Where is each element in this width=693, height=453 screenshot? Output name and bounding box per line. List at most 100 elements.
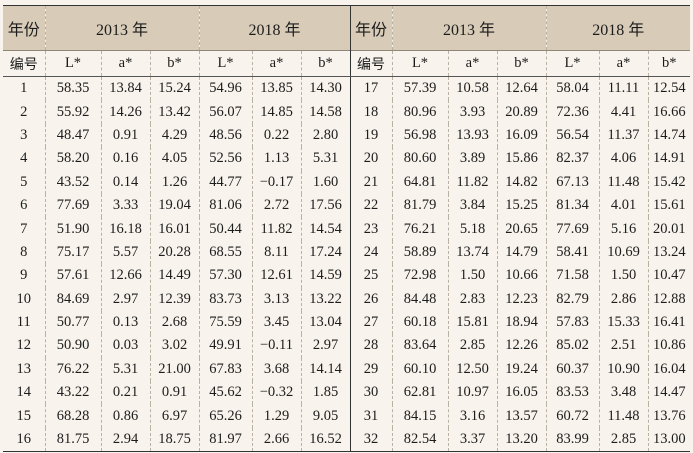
value-cell: 68.55 [198, 240, 252, 265]
col-l-2018-left: L* [198, 50, 252, 77]
value-cell: 15.33 [598, 310, 648, 335]
value-cell: −0.17 [251, 170, 301, 194]
value-cell: 14.85 [251, 100, 301, 124]
value-cell: 16.05 [496, 381, 546, 405]
value-cell: 1.26 [149, 170, 199, 194]
value-cell: 13.24 [647, 240, 691, 265]
value-cell: 16.52 [300, 427, 350, 452]
value-cell: 50.44 [198, 217, 252, 241]
value-cell: 4.05 [149, 147, 199, 171]
value-cell: 60.18 [391, 310, 448, 335]
sample-id-cell: 25 [349, 264, 392, 288]
value-cell: 12.64 [496, 76, 546, 101]
value-cell: 51.90 [44, 217, 101, 241]
value-cell: 13.20 [496, 427, 546, 452]
value-cell: 49.91 [198, 334, 252, 358]
table-row: 1 58.35 13.84 15.24 54.96 13.85 14.30 17 57.39 10… [3, 76, 691, 101]
value-cell: 2.85 [598, 427, 648, 452]
value-cell: 0.86 [100, 404, 150, 428]
value-cell: 5.18 [447, 217, 497, 241]
table-row: 11 50.77 0.13 2.68 75.59 3.45 13.04 27 60.18 15.8… [3, 310, 691, 335]
value-cell: 4.41 [598, 100, 648, 124]
sample-id-cell: 27 [349, 310, 392, 335]
col-a-2018-left: a* [251, 50, 301, 77]
value-cell: 80.60 [391, 147, 448, 171]
value-cell: 2.66 [251, 427, 301, 452]
value-cell: 57.30 [198, 264, 252, 288]
sample-id-cell: 5 [20, 173, 28, 190]
value-cell: 10.90 [598, 357, 648, 382]
value-cell: 43.22 [44, 381, 101, 405]
value-cell: 12.54 [647, 76, 691, 101]
table-row: 6 77.69 3.33 19.04 81.06 2.72 17.56 22 81.79 3.84… [3, 193, 691, 218]
value-cell: 15.86 [496, 147, 546, 171]
sample-id-cell: 22 [349, 193, 392, 218]
value-cell: 11.48 [598, 404, 648, 428]
value-cell: 0.13 [100, 310, 150, 335]
value-cell: 11.37 [598, 123, 648, 148]
value-cell: 55.92 [44, 100, 101, 124]
value-cell: 12.61 [251, 264, 301, 288]
table-body: 1 58.35 13.84 15.24 54.96 13.85 14.30 17 57.39 10… [3, 76, 691, 452]
sample-id-cell: 6 [20, 197, 28, 214]
value-cell: 3.45 [251, 310, 301, 335]
value-cell: 14.58 [300, 100, 350, 124]
value-cell: 16.41 [647, 310, 691, 335]
value-cell: 20.89 [496, 100, 546, 124]
value-cell: 83.99 [545, 427, 599, 452]
col-b-2013-right: b* [496, 50, 546, 77]
value-cell: 0.14 [100, 170, 150, 194]
value-cell: 75.59 [198, 310, 252, 335]
value-cell: 8.11 [251, 240, 301, 265]
value-cell: 12.23 [496, 287, 546, 311]
table-row: 2 55.92 14.26 13.42 56.07 14.85 14.58 18 80.96 3.… [3, 100, 691, 124]
value-cell: 44.77 [198, 170, 252, 194]
value-cell: 82.37 [545, 147, 599, 171]
sample-id-cell: 10 [16, 290, 32, 307]
value-cell: 13.76 [647, 404, 691, 428]
year-2018-left: 2018 年 [198, 5, 350, 51]
table-row: 15 68.28 0.86 6.97 65.26 1.29 9.05 31 84.15 3.16 1… [3, 404, 691, 428]
value-cell: 81.79 [391, 193, 448, 218]
value-cell: 3.13 [251, 287, 301, 311]
sample-id-cell: 9 [20, 267, 28, 284]
sample-id-cell: 1 [20, 80, 28, 97]
value-cell: 81.34 [545, 193, 599, 218]
sample-id-cell: 3 [20, 126, 28, 143]
value-cell: 77.69 [545, 217, 599, 241]
value-cell: 84.69 [44, 287, 101, 311]
value-cell: 14.14 [300, 357, 350, 382]
value-cell: 14.49 [149, 264, 199, 288]
value-cell: 5.31 [100, 357, 150, 382]
value-cell: 80.96 [391, 100, 448, 124]
value-cell: 58.35 [44, 76, 101, 101]
value-cell: 60.37 [545, 357, 599, 382]
value-cell: 81.06 [198, 193, 252, 218]
value-cell: 60.10 [391, 357, 448, 382]
value-cell: 1.29 [251, 404, 301, 428]
value-cell: 13.84 [100, 76, 150, 101]
sample-id-cell: 30 [349, 381, 392, 405]
table-row: 4 58.20 0.16 4.05 52.56 1.13 5.31 20 80.60 3.89 15… [3, 147, 691, 171]
value-cell: 13.00 [647, 427, 691, 452]
value-cell: 2.97 [300, 334, 350, 358]
value-cell: 2.86 [598, 287, 648, 311]
value-cell: 4.06 [598, 147, 648, 171]
value-cell: 14.47 [647, 381, 691, 405]
value-cell: 2.80 [300, 123, 350, 148]
value-cell: 50.90 [44, 334, 101, 358]
value-cell: 58.04 [545, 76, 599, 101]
value-cell: 56.98 [391, 123, 448, 148]
value-cell: 77.69 [44, 193, 101, 218]
value-cell: 2.72 [251, 193, 301, 218]
table-row: 3 48.47 0.91 4.29 48.56 0.22 2.80 19 56.98 13.93 1… [3, 123, 691, 148]
value-cell: 2.97 [100, 287, 150, 311]
col-l-2018-right: L* [545, 50, 599, 77]
header-row-columns: 编号 L* a* b* L* a* b* 编号 L* a* b* L* a* b… [3, 50, 691, 77]
value-cell: 10.97 [447, 381, 497, 405]
value-cell: 16.66 [647, 100, 691, 124]
table-row: 8 75.17 5.57 20.28 68.55 8.11 17.24 24 58.89 13.7… [3, 240, 691, 265]
value-cell: 19.04 [149, 193, 199, 218]
value-cell: 14.82 [496, 170, 546, 194]
id-label-right: 编号 [349, 50, 392, 77]
